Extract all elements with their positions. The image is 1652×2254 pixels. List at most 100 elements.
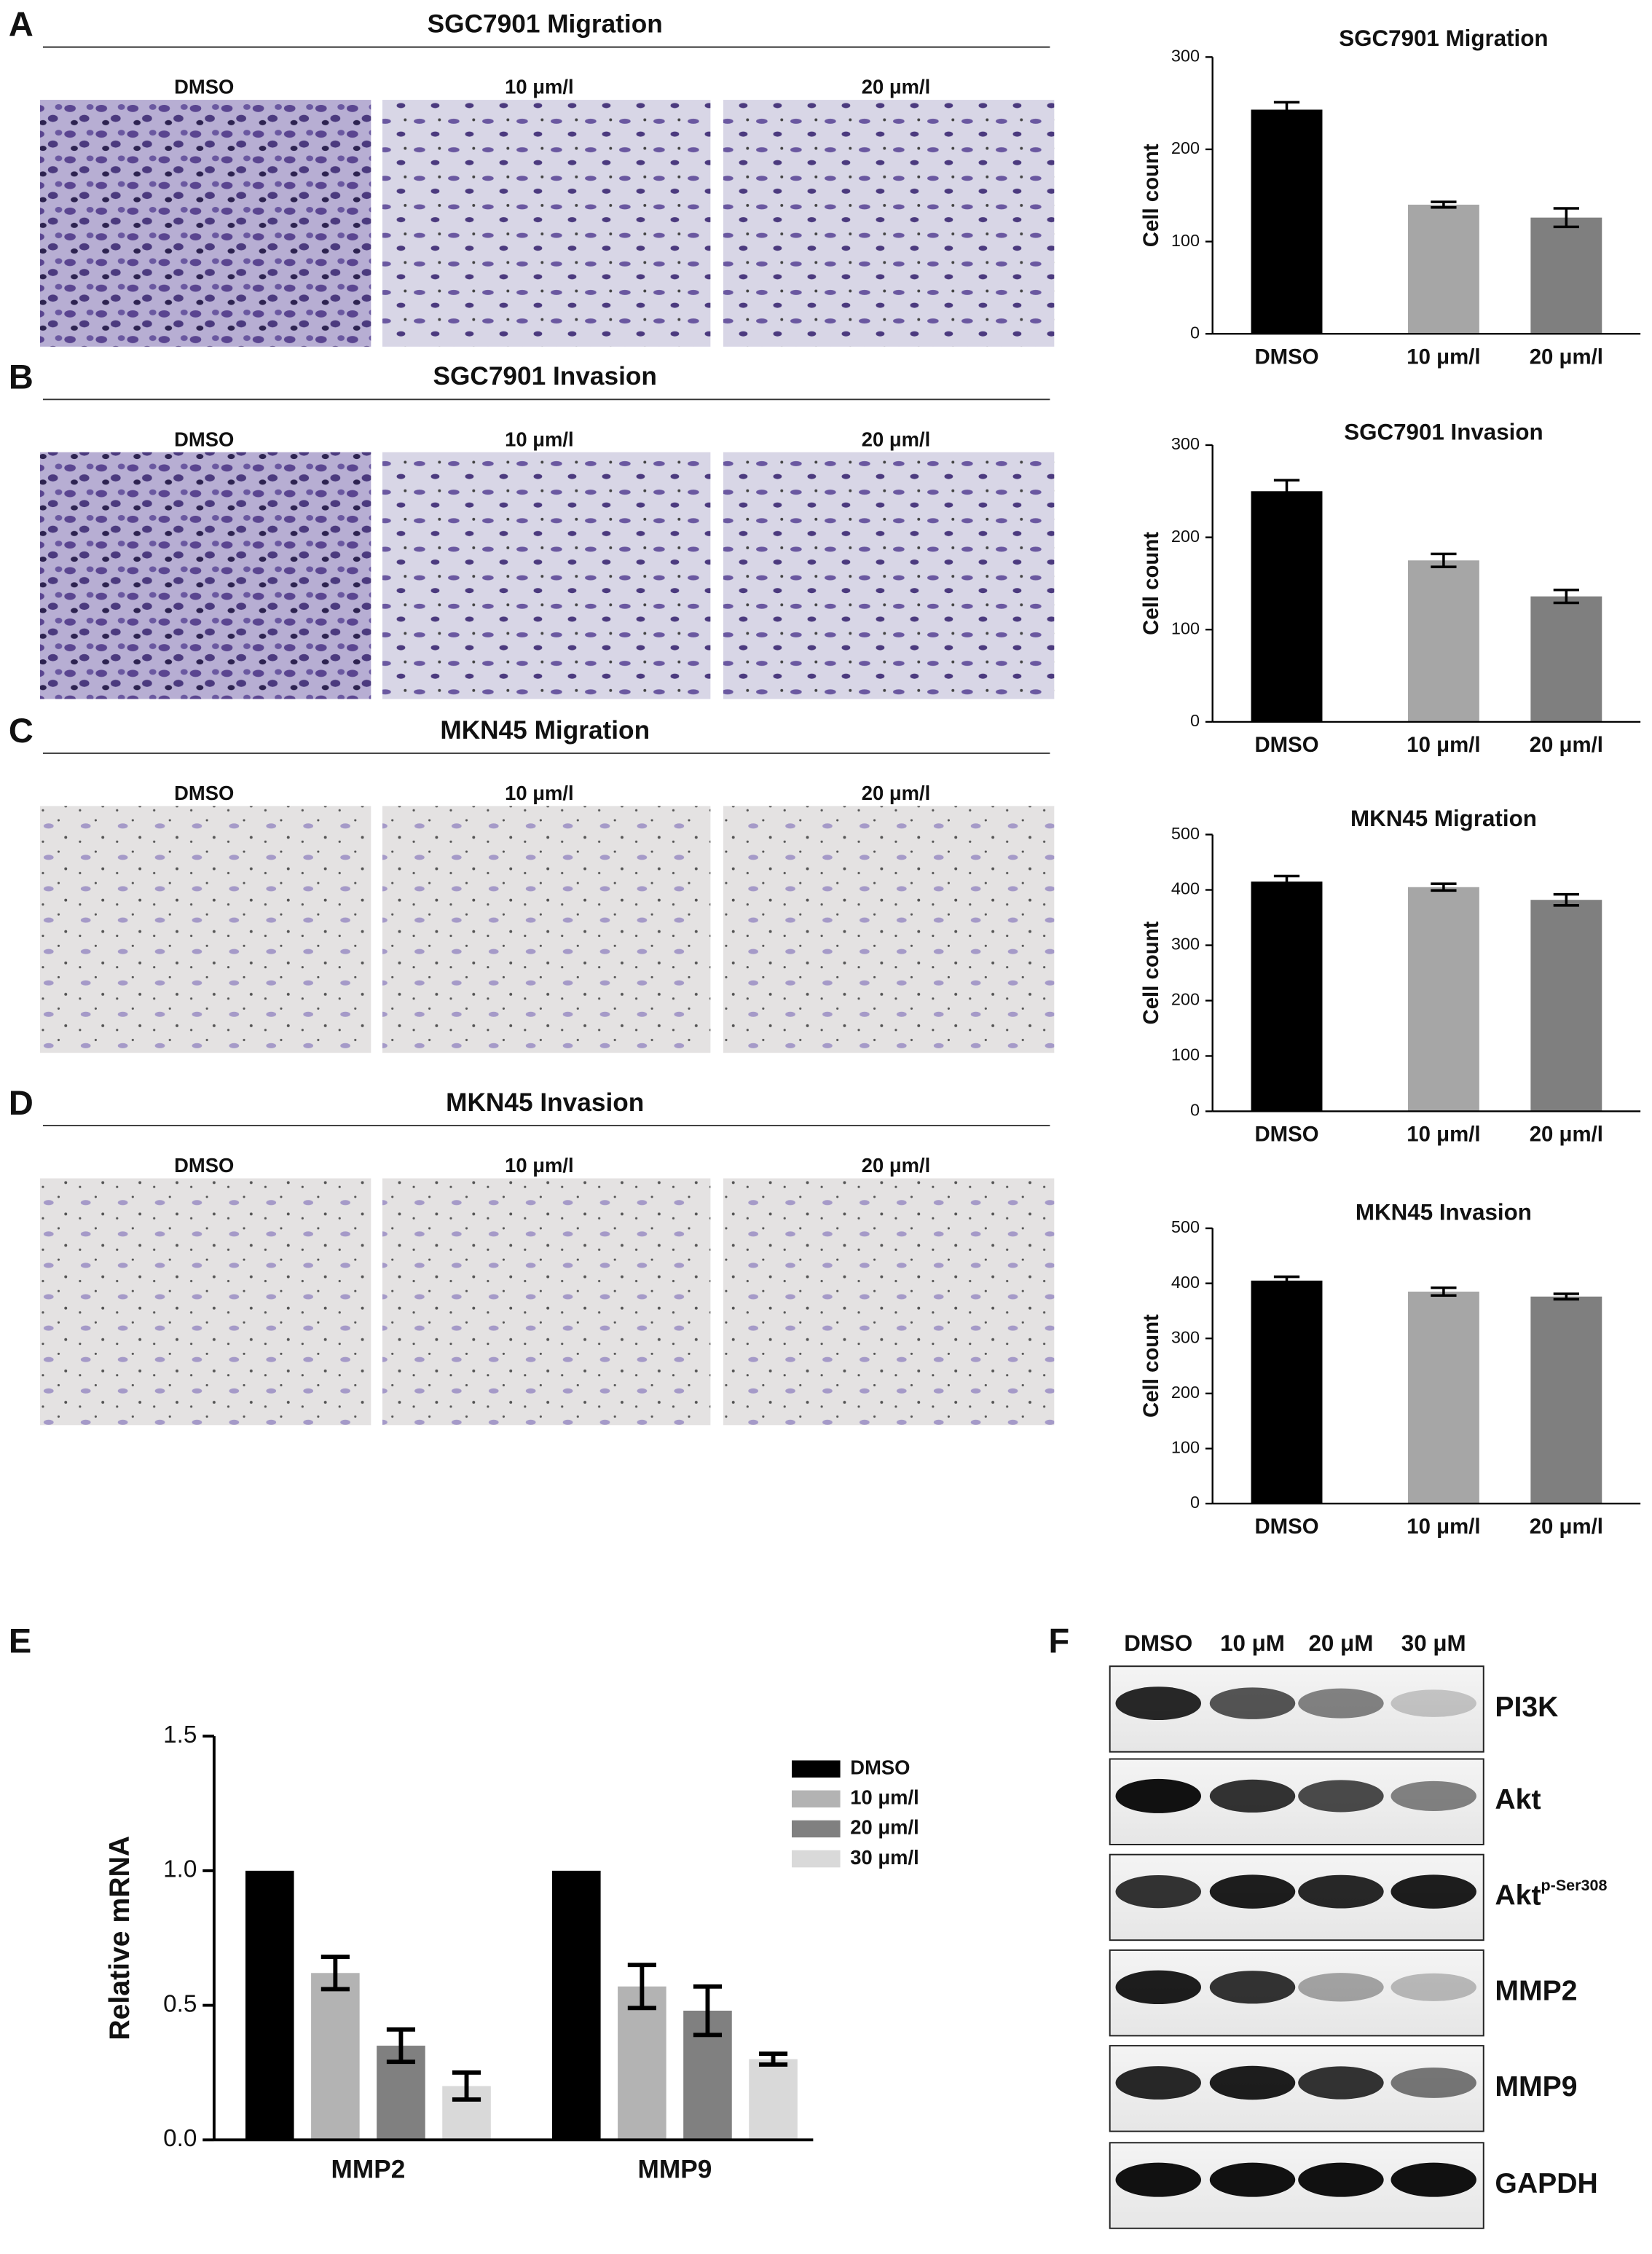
protein-name: Akt [1495,1785,1541,1816]
error-bar [1553,207,1579,229]
blot-band [1209,1874,1296,1909]
x-tick-label: 20 μm/l [1530,345,1603,369]
legend-swatch [792,1760,841,1778]
y-tick-label: 100 [1171,1438,1200,1457]
x-tick-label: DMSO [1254,1515,1318,1539]
error-bar [1273,874,1300,889]
y-axis-label: Cell count [1139,532,1163,635]
micrograph [723,806,1055,1053]
error-bar [1273,1275,1300,1286]
image-label: 20 μm/l [862,428,930,450]
panel-letter: C [9,711,34,750]
error-bar [386,2027,416,2065]
micrograph [723,452,1055,699]
protein-name: GAPDH [1495,2168,1597,2199]
panel-title: MKN45 Invasion [446,1088,644,1117]
blot-band [1115,1970,1202,2005]
error-bar [693,1984,723,2038]
panel-letter: D [9,1083,34,1122]
micrograph [40,806,371,1053]
legend-swatch [792,1790,841,1808]
lane-label: 20 μM [1309,1630,1374,1656]
x-tick-label: 10 μm/l [1407,1515,1480,1539]
bar [1407,560,1479,722]
blot-band [1115,1874,1202,1909]
bar [552,1870,601,2140]
image-label: DMSO [174,76,234,98]
legend-swatch [792,1820,841,1838]
error-bar [758,2051,788,2067]
image-label: 20 μm/l [862,76,930,98]
y-tick-label: 300 [1171,47,1200,66]
bar [1530,1296,1602,1504]
error-bar [1431,882,1457,892]
x-tick-label: 20 μm/l [1530,1515,1603,1539]
blot-band [1391,2068,1476,2098]
legend-label: 30 μm/l [850,1846,919,1869]
y-tick-label: 100 [1171,1045,1200,1064]
y-tick-label: 300 [1171,935,1200,954]
bar [1407,204,1479,334]
x-tick-label: DMSO [1254,1123,1318,1147]
chart-title: SGC7901 Invasion [1344,420,1543,445]
protein-superscript: p-Ser308 [1541,1876,1608,1893]
chart-title: MKN45 Invasion [1356,1200,1532,1225]
y-tick-label: 1.0 [163,1856,197,1883]
bar [1530,596,1602,722]
bar [245,1870,294,2140]
blot-band [1391,2162,1476,2197]
legend-swatch [792,1850,841,1868]
y-tick-label: 200 [1171,138,1200,157]
legend-label: DMSO [850,1756,910,1778]
blot-band [1298,1874,1384,1909]
blot-band [1209,1687,1296,1719]
protein-name: MMP2 [1495,1976,1577,2007]
bar [1251,491,1323,722]
micrograph [382,452,711,699]
protein-label: PI3K [1495,1692,1558,1723]
y-axis-label: Cell count [1139,144,1163,247]
error-bar [452,2070,481,2102]
x-tick-label: 10 μm/l [1407,733,1480,757]
y-tick-label: 400 [1171,879,1200,898]
micrograph [40,100,371,347]
y-tick-label: 100 [1171,619,1200,637]
error-bar [1553,892,1579,907]
image-label: 20 μm/l [862,782,930,804]
y-tick-label: 500 [1171,824,1200,843]
blot-band [1391,1874,1476,1909]
image-label: DMSO [174,1154,234,1177]
y-axis-label: Relative mRNA [104,1836,135,2041]
blot-band [1209,2065,1296,2100]
y-tick-label: 300 [1171,1327,1200,1346]
micrograph [40,1178,371,1426]
bar [1251,1280,1323,1504]
error-bar [320,1955,350,1992]
error-bar [1273,479,1300,504]
y-tick-label: 200 [1171,1383,1200,1402]
micrograph [723,100,1055,347]
panel-letter: E [9,1621,31,1660]
protein-name: Akt [1495,1880,1541,1912]
panel-letter: B [9,357,34,396]
image-label: 10 μm/l [505,1154,573,1177]
error-bar [1431,200,1457,209]
x-tick-label: 10 μm/l [1407,345,1480,369]
protein-label: Akt [1495,1785,1541,1816]
blot-band [1298,2162,1384,2197]
blot-band [1391,1780,1476,1811]
protein-label: Aktp-Ser308 [1495,1876,1607,1911]
blot-band [1391,1689,1476,1717]
y-tick-label: 300 [1171,434,1200,453]
lane-label: 30 μM [1401,1630,1466,1656]
y-tick-label: 1.5 [163,1721,197,1748]
chart-title: SGC7901 Migration [1339,25,1548,51]
bar [1251,109,1323,334]
panel-title: SGC7901 Invasion [433,362,656,390]
protein-name: MMP9 [1495,2071,1577,2102]
image-label: 20 μm/l [862,1154,930,1177]
bar [1530,217,1602,334]
x-tick-label: MMP2 [331,2156,406,2184]
lane-label: 10 μM [1220,1630,1285,1656]
